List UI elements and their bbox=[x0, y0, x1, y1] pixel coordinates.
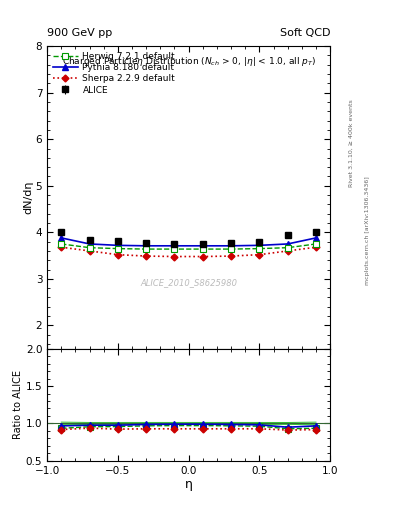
Text: Charged Particle$\eta$ Distribution ($N_{ch}$ > 0, |$\eta$| < 1.0, all $p_T$): Charged Particle$\eta$ Distribution ($N_… bbox=[62, 55, 316, 68]
Text: ALICE_2010_S8625980: ALICE_2010_S8625980 bbox=[140, 278, 237, 287]
Sherpa 2.2.9 default bbox=[257, 251, 262, 258]
Legend: Herwig 7.2.1 default, Pythia 8.180 default, Sherpa 2.2.9 default, ALICE: Herwig 7.2.1 default, Pythia 8.180 defau… bbox=[50, 49, 178, 97]
Herwig 7.2.1 default bbox=[144, 246, 149, 252]
Text: mcplots.cern.ch [arXiv:1306.3436]: mcplots.cern.ch [arXiv:1306.3436] bbox=[365, 176, 370, 285]
Text: 900 GeV pp: 900 GeV pp bbox=[47, 28, 112, 38]
Sherpa 2.2.9 default bbox=[200, 253, 205, 260]
Sherpa 2.2.9 default bbox=[229, 253, 233, 259]
Pythia 8.180 default bbox=[172, 243, 177, 249]
Sherpa 2.2.9 default bbox=[172, 253, 177, 260]
Sherpa 2.2.9 default bbox=[116, 251, 120, 258]
Pythia 8.180 default bbox=[314, 235, 318, 241]
Pythia 8.180 default bbox=[87, 241, 92, 247]
Herwig 7.2.1 default bbox=[229, 246, 233, 252]
Herwig 7.2.1 default bbox=[116, 246, 120, 252]
Text: Rivet 3.1.10, ≥ 400k events: Rivet 3.1.10, ≥ 400k events bbox=[349, 99, 354, 187]
Text: Soft QCD: Soft QCD bbox=[280, 28, 330, 38]
Sherpa 2.2.9 default bbox=[144, 253, 149, 259]
Y-axis label: dN/dη: dN/dη bbox=[23, 181, 33, 214]
Herwig 7.2.1 default bbox=[314, 241, 318, 247]
Sherpa 2.2.9 default bbox=[59, 244, 64, 250]
Herwig 7.2.1 default bbox=[87, 245, 92, 251]
Pythia 8.180 default bbox=[229, 243, 233, 249]
Herwig 7.2.1 default bbox=[257, 246, 262, 252]
Pythia 8.180 default bbox=[59, 235, 64, 241]
Line: Pythia 8.180 default: Pythia 8.180 default bbox=[58, 235, 319, 249]
Line: Herwig 7.2.1 default: Herwig 7.2.1 default bbox=[59, 241, 319, 252]
Pythia 8.180 default bbox=[200, 243, 205, 249]
Pythia 8.180 default bbox=[285, 241, 290, 247]
Sherpa 2.2.9 default bbox=[285, 248, 290, 254]
Pythia 8.180 default bbox=[116, 242, 120, 248]
Herwig 7.2.1 default bbox=[285, 245, 290, 251]
Line: Sherpa 2.2.9 default: Sherpa 2.2.9 default bbox=[59, 245, 318, 259]
Sherpa 2.2.9 default bbox=[314, 244, 318, 250]
Pythia 8.180 default bbox=[144, 243, 149, 249]
X-axis label: η: η bbox=[185, 478, 193, 492]
Herwig 7.2.1 default bbox=[172, 246, 177, 252]
Sherpa 2.2.9 default bbox=[87, 248, 92, 254]
Y-axis label: Ratio to ALICE: Ratio to ALICE bbox=[13, 370, 23, 439]
Herwig 7.2.1 default bbox=[200, 246, 205, 252]
Pythia 8.180 default bbox=[257, 242, 262, 248]
Herwig 7.2.1 default bbox=[59, 241, 64, 247]
